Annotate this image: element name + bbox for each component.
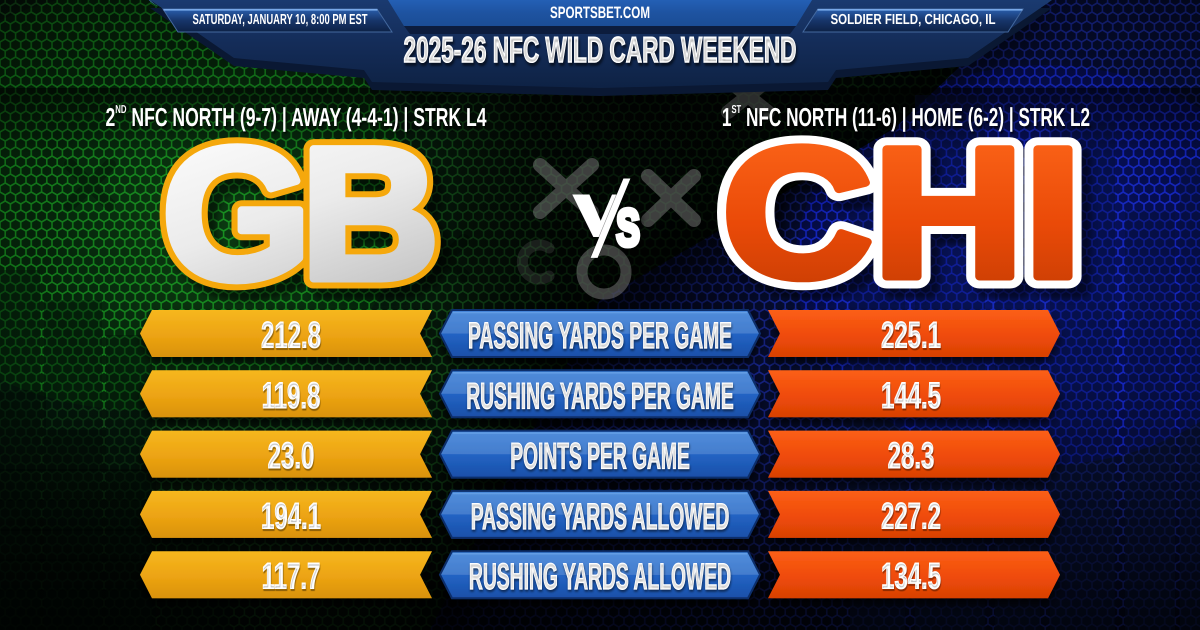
svg-text:SOLDIER FIELD, CHICAGO, IL: SOLDIER FIELD, CHICAGO, IL [831,12,996,28]
svg-text:2025-26 NFC WILD CARD WEEKEND: 2025-26 NFC WILD CARD WEEKEND [404,29,797,70]
svg-text:117.7: 117.7 [262,556,321,597]
svg-text:RUSHING YARDS ALLOWED: RUSHING YARDS ALLOWED [469,556,731,597]
svg-text:GB: GB [162,109,432,319]
svg-text:212.8: 212.8 [261,315,321,356]
svg-text:RUSHING YARDS PER GAME: RUSHING YARDS PER GAME [466,375,734,416]
svg-text:134.5: 134.5 [881,556,941,597]
svg-text:28.3: 28.3 [888,435,935,476]
svg-text:SPORTSBET.COM: SPORTSBET.COM [550,4,650,22]
svg-text:GB: GB [162,109,432,319]
svg-text:2ND NFC NORTH (9-7) | AWAY (: 2ND NFC NORTH (9-7) | AWAY (4-4-1) | STR… [105,102,486,132]
svg-text:CHI: CHI [731,121,1091,327]
svg-text:PASSING YARDS PER GAME: PASSING YARDS PER GAME [468,315,732,356]
svg-text:S: S [616,200,640,258]
svg-text:SATURDAY, JANUARY 10, 8:00 PM: SATURDAY, JANUARY 10, 8:00 PM EST [193,12,368,28]
svg-text:1ST NFC NORTH (11-6) | HOME: 1ST NFC NORTH (11-6) | HOME (6-2) | STRK… [722,102,1090,132]
svg-text:CHI: CHI [722,111,1082,317]
svg-text:PASSING YARDS ALLOWED: PASSING YARDS ALLOWED [471,496,730,537]
svg-text:GB: GB [171,120,441,330]
svg-text:225.1: 225.1 [881,315,941,356]
svg-text:227.2: 227.2 [881,495,941,536]
svg-text:119.8: 119.8 [262,375,321,416]
svg-text:POINTS PER GAME: POINTS PER GAME [510,436,690,477]
svg-text:23.0: 23.0 [268,435,315,476]
svg-text:CHI: CHI [722,111,1082,317]
svg-text:194.1: 194.1 [261,495,321,536]
svg-text:144.5: 144.5 [881,375,941,416]
